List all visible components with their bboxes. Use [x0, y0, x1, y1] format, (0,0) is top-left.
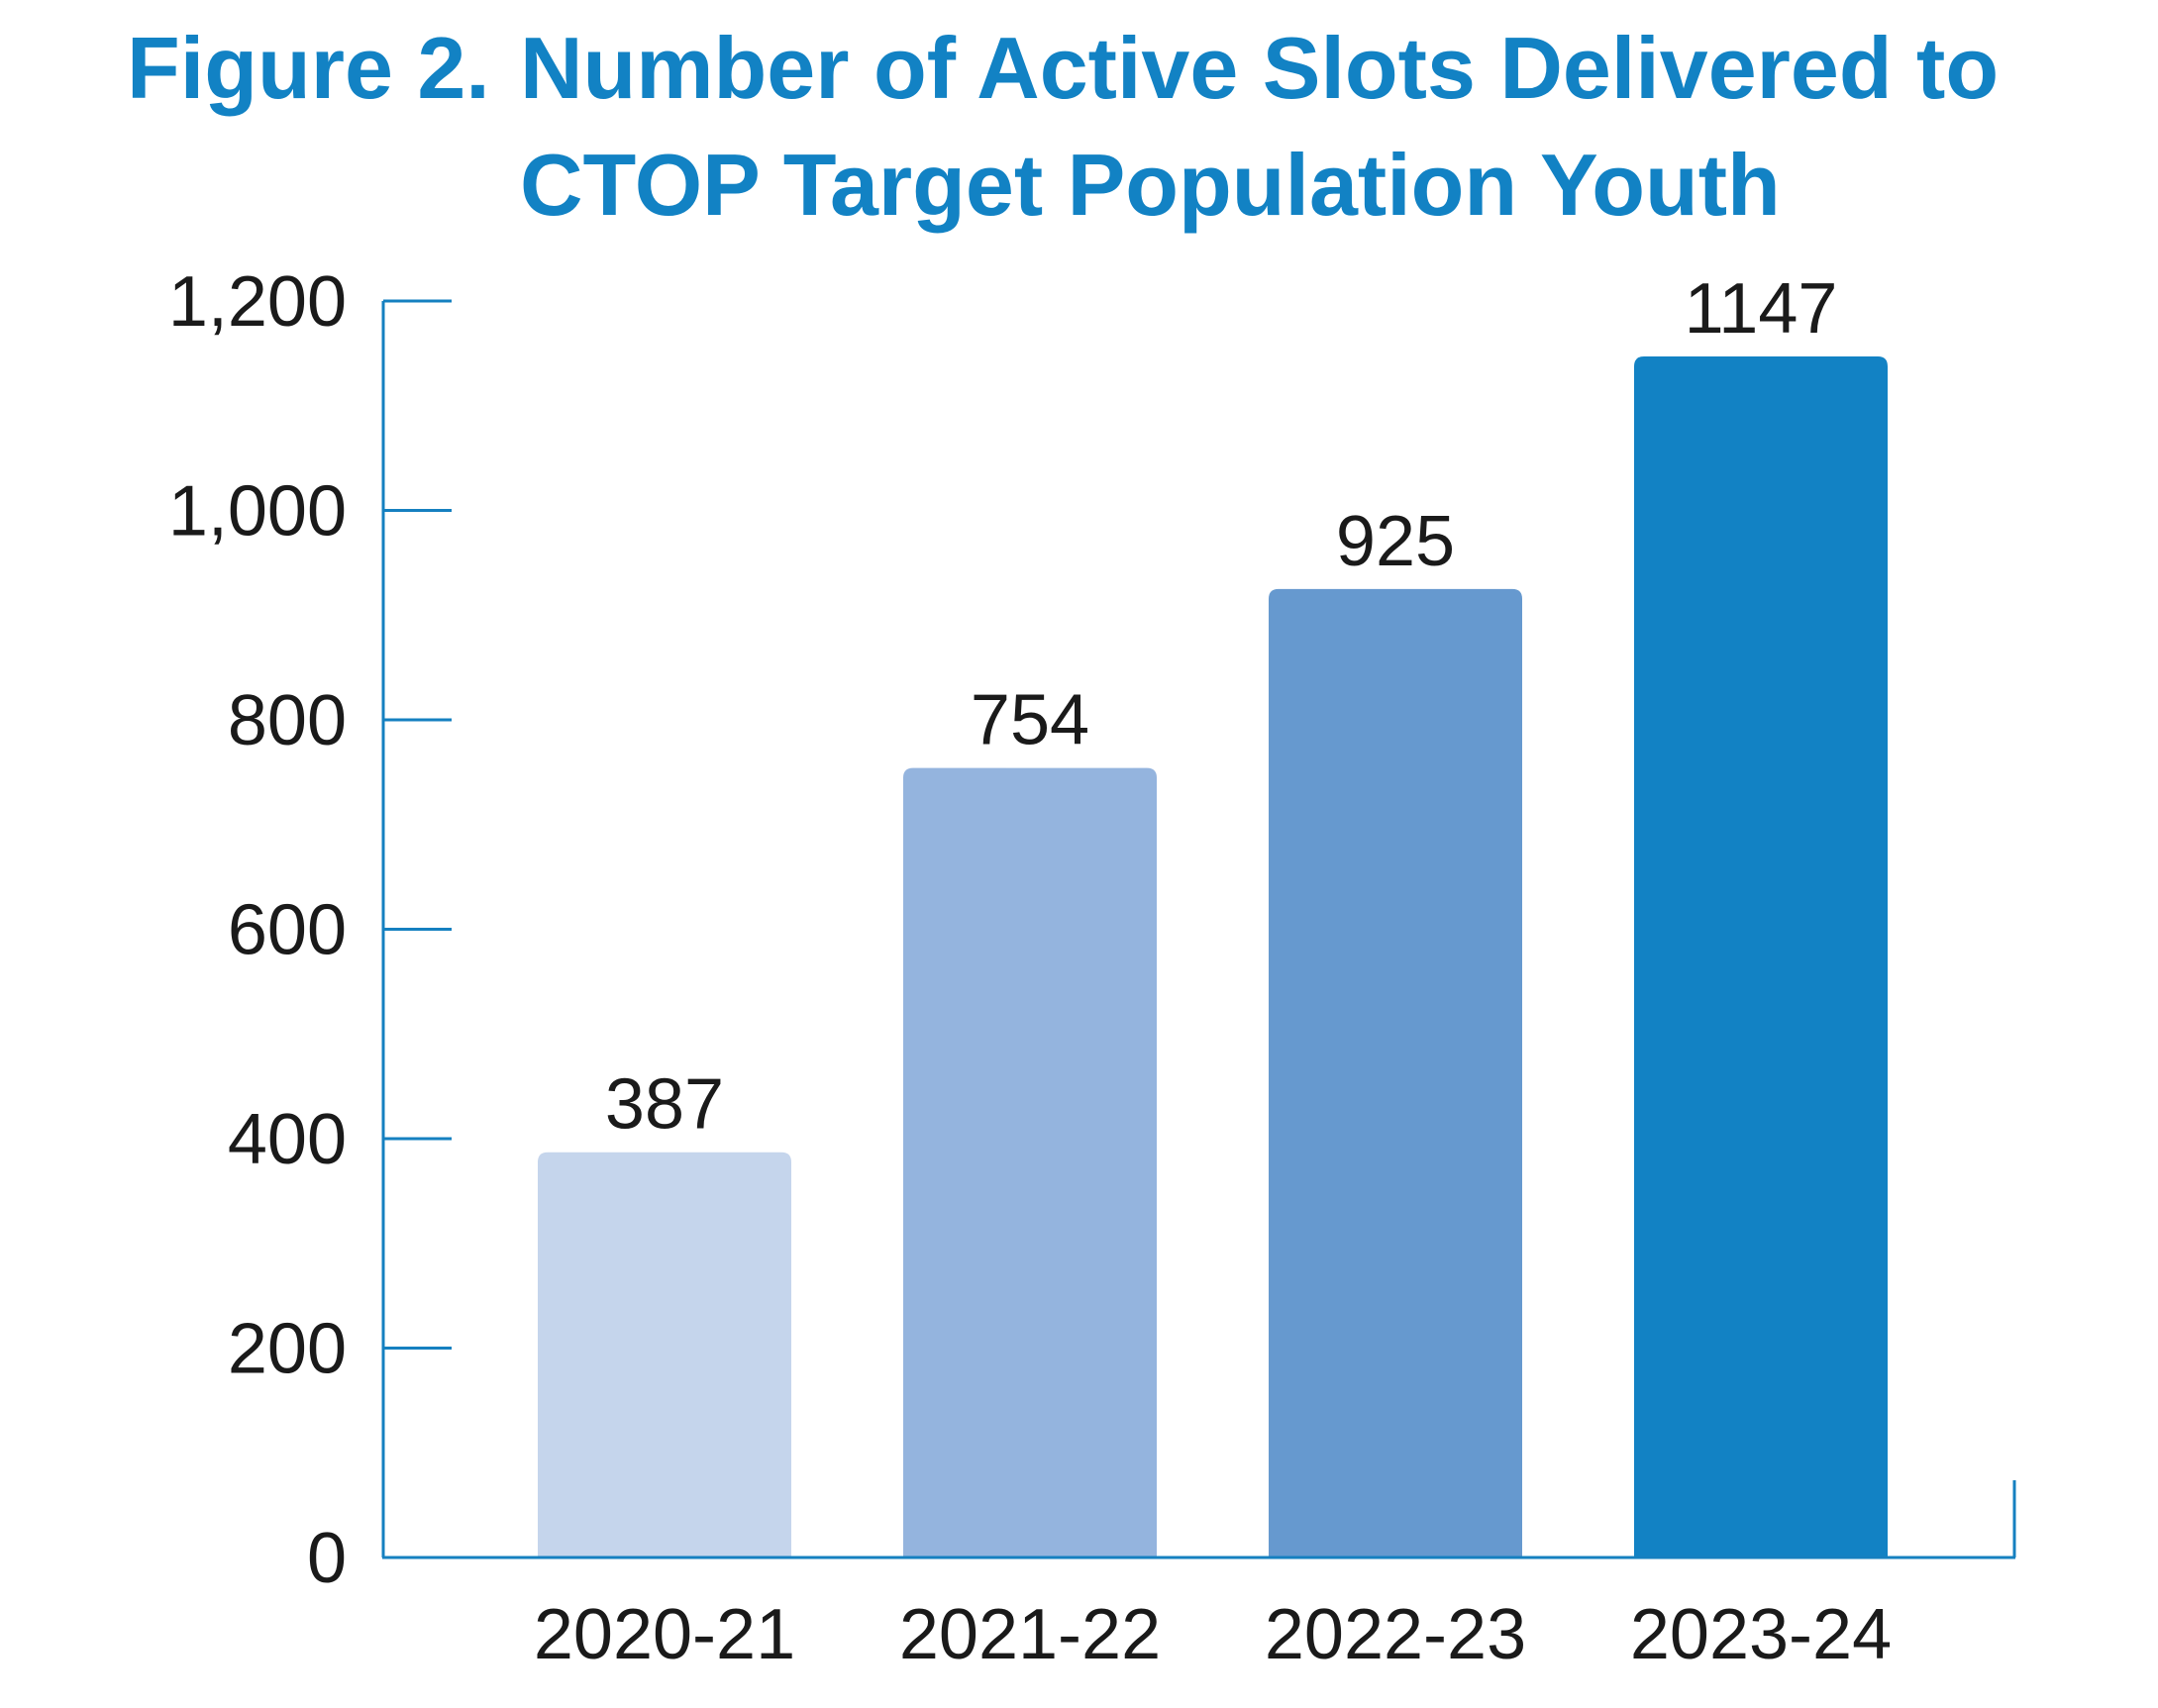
y-tick-label: 1,200: [168, 262, 347, 342]
chart-title: Figure 2. Number of Active Slots Deliver…: [0, 0, 2158, 248]
y-tick-label: 800: [228, 681, 347, 760]
data-label: 754: [971, 681, 1089, 760]
x-tick-label: 2020-21: [534, 1595, 795, 1674]
x-tick-label: 2022-23: [1265, 1595, 1526, 1674]
x-tick-label: 2021-22: [899, 1595, 1161, 1674]
y-tick-label: 200: [228, 1310, 347, 1389]
data-label: 1147: [1685, 269, 1838, 349]
x-axis: 2020-21 2021-22 2022-23 2023-24: [382, 1480, 2016, 1674]
x-tick-label: 2023-24: [1630, 1595, 1892, 1674]
bar-2021-22: [903, 767, 1157, 1557]
figure-label: Figure 2.: [127, 19, 490, 117]
data-label: 925: [1336, 502, 1455, 581]
y-tick-label: 600: [228, 891, 347, 970]
y-tick-label: 400: [228, 1100, 347, 1179]
bar-2022-23: [1269, 588, 1522, 1557]
y-tick-label: 1,000: [168, 472, 347, 552]
y-tick-label: 0: [307, 1519, 347, 1598]
chart-title-text: Number of Active Slots Delivered to CTOP…: [520, 19, 2000, 234]
y-axis: 0 200 400 600 800 1,000 1,200: [168, 262, 452, 1598]
bar-2023-24: [1634, 356, 1888, 1557]
data-label: 387: [605, 1065, 724, 1145]
bar-2020-21: [538, 1152, 791, 1557]
bars: 387 754 925 1147: [538, 269, 1888, 1557]
